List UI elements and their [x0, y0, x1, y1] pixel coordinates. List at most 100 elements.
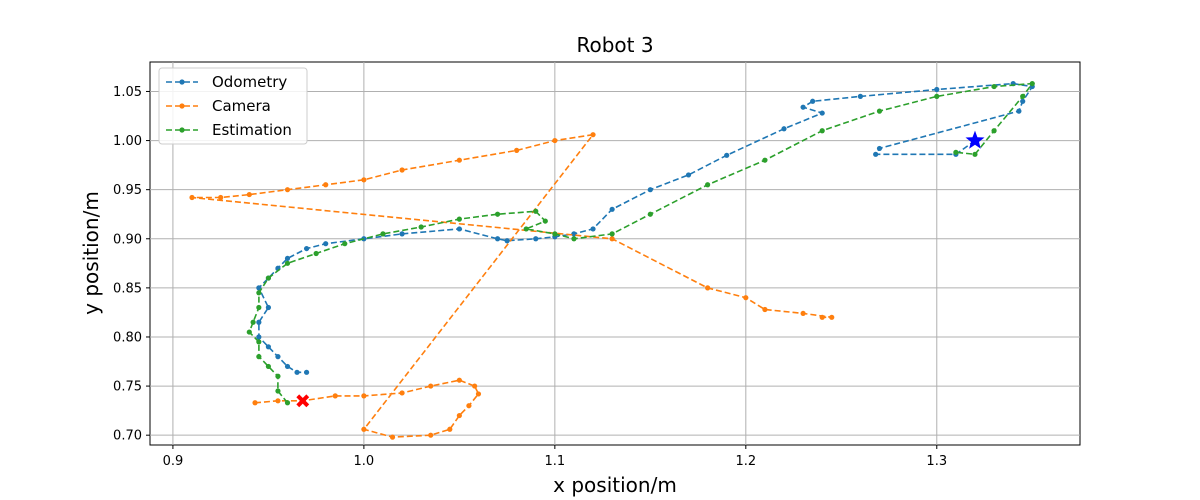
series-odometry [256, 81, 1035, 375]
data-point [1020, 93, 1026, 99]
data-point [819, 128, 825, 134]
end-marker-stroke [296, 394, 310, 408]
series-camera [189, 132, 835, 440]
data-point [819, 314, 825, 320]
data-point [494, 236, 501, 242]
x-tick-label: 0.9 [163, 454, 184, 469]
data-point [256, 290, 262, 296]
x-axis-label: x position/m [553, 473, 677, 497]
legend-label: Estimation [212, 121, 292, 139]
data-point [590, 132, 596, 138]
series-layer [189, 81, 1035, 440]
data-point [533, 208, 539, 214]
data-point [552, 231, 558, 237]
data-point [810, 98, 816, 104]
x-tick-label: 1.3 [926, 454, 947, 469]
data-point [252, 400, 258, 406]
data-point [456, 412, 462, 419]
data-point [361, 177, 367, 183]
data-point [265, 304, 271, 311]
data-point [475, 391, 482, 397]
x-tick-label: 1.1 [545, 454, 566, 469]
data-point [800, 310, 806, 317]
x-tick-label: 1.2 [735, 454, 756, 469]
data-point [256, 339, 262, 345]
data-point [1016, 108, 1022, 114]
y-axis-ticks: 0.70 0.75 0.80 0.85 0.90 0.95 1.00 1.05 [113, 85, 150, 444]
y-axis-label: y position/m [79, 191, 103, 315]
data-point [647, 211, 653, 217]
end-marker [296, 394, 310, 408]
data-point [857, 93, 863, 99]
y-tick-label: 0.90 [113, 232, 142, 247]
y-tick-label: 1.00 [113, 134, 142, 149]
data-point [781, 126, 787, 132]
data-point [743, 295, 749, 301]
y-tick-label: 1.05 [113, 85, 142, 100]
data-point [934, 93, 940, 99]
data-point [284, 400, 291, 406]
data-point [705, 285, 711, 291]
legend-item: Estimation [166, 121, 292, 139]
data-point [829, 314, 835, 320]
data-point [647, 187, 653, 193]
data-point [472, 383, 478, 389]
data-point [380, 231, 386, 237]
data-point [389, 434, 396, 440]
data-point [456, 226, 462, 232]
data-point [934, 86, 940, 93]
data-point [876, 145, 883, 152]
data-point [447, 426, 453, 432]
data-point [991, 128, 997, 134]
data-point [294, 369, 300, 375]
data-point [873, 151, 879, 157]
data-point [876, 108, 883, 114]
data-point [361, 393, 367, 399]
data-point [361, 426, 367, 432]
x-tick-label: 1.0 [354, 454, 375, 469]
data-point [456, 216, 462, 222]
legend-label: Camera [212, 97, 271, 115]
data-point [275, 388, 281, 394]
data-point [991, 83, 997, 90]
data-point [428, 383, 434, 389]
data-point [705, 182, 711, 188]
legend-item: Camera [166, 97, 271, 115]
data-point [428, 432, 434, 438]
data-point [275, 354, 281, 360]
data-point [313, 250, 319, 257]
data-point [523, 226, 529, 232]
data-point [218, 194, 224, 201]
data-point [284, 187, 291, 193]
data-point [256, 285, 262, 291]
data-point [256, 354, 262, 360]
legend: Odometry Camera Estimation [158, 67, 308, 145]
data-point [265, 363, 271, 370]
data-point [724, 152, 730, 158]
series-line [257, 82, 1034, 374]
legend-label: Odometry [212, 73, 287, 91]
data-point [256, 304, 262, 311]
data-point [494, 211, 501, 217]
data-point [1020, 98, 1026, 104]
y-tick-label: 0.70 [113, 429, 142, 444]
data-point [265, 344, 271, 350]
data-point [284, 363, 291, 370]
data-point [953, 149, 959, 155]
data-point [819, 110, 825, 116]
data-point [332, 393, 338, 399]
data-point [303, 369, 310, 375]
data-point [571, 236, 577, 242]
chart-title: Robot 3 [576, 33, 653, 57]
data-point [189, 194, 195, 201]
y-tick-label: 0.95 [113, 183, 142, 198]
data-point [590, 226, 596, 232]
data-point [256, 319, 262, 325]
y-tick-label: 0.85 [113, 281, 142, 296]
data-point [256, 334, 262, 340]
data-point [571, 231, 577, 237]
data-point [303, 245, 310, 252]
data-point [972, 151, 978, 157]
data-point [762, 306, 768, 313]
